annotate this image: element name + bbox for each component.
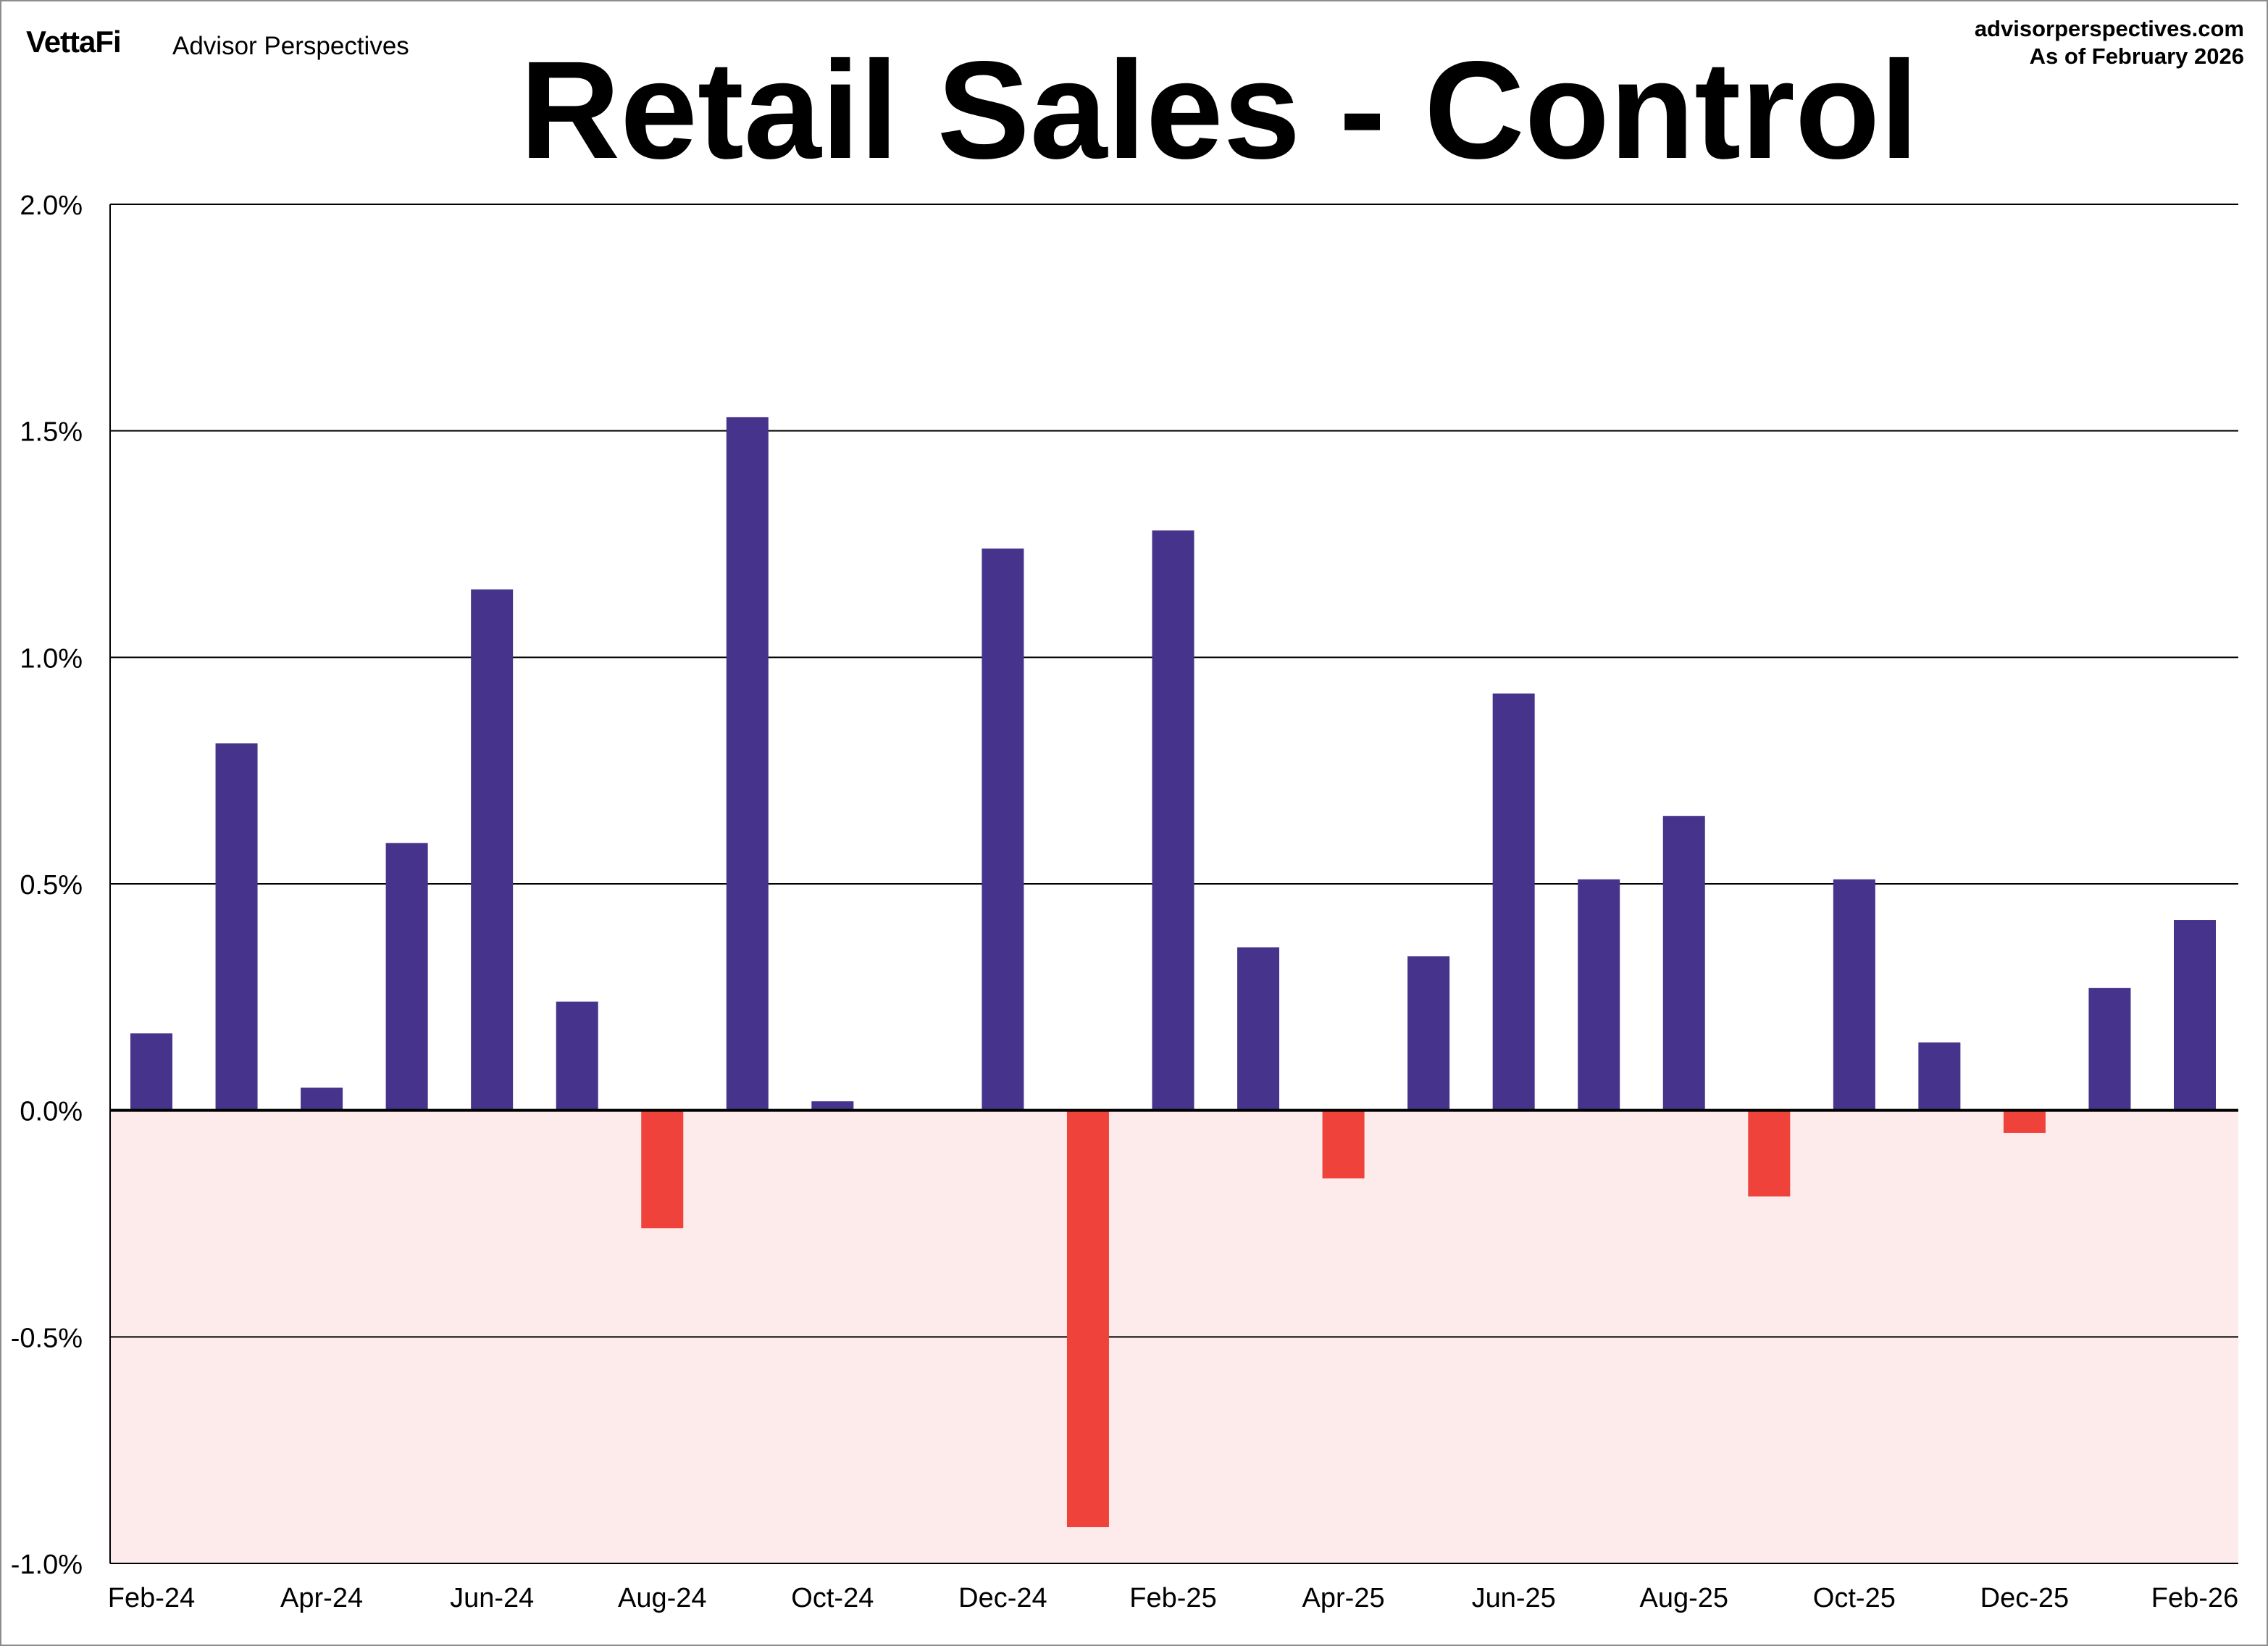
bar-mar-24 [215, 743, 258, 1111]
bar-feb-26 [2174, 920, 2216, 1111]
x-tick-label: Jun-24 [450, 1583, 534, 1613]
bar-may-25 [1407, 956, 1450, 1111]
y-tick-label: -1.0% [11, 1550, 83, 1580]
bar-oct-24 [811, 1101, 854, 1111]
x-tick-label: Aug-25 [1639, 1583, 1728, 1613]
x-tick-label: Feb-25 [1129, 1583, 1216, 1613]
y-tick-label: 1.5% [20, 417, 83, 448]
x-tick-label: Apr-24 [280, 1583, 363, 1613]
bar-feb-24 [130, 1033, 172, 1111]
x-tick-label: Feb-24 [108, 1583, 195, 1613]
chart-title: Retail Sales - Control [519, 32, 1918, 188]
bar-jan-25 [1066, 1110, 1109, 1527]
bar-apr-24 [301, 1087, 343, 1111]
x-tick-label: Oct-24 [791, 1583, 874, 1613]
bar-may-24 [385, 843, 428, 1111]
x-tick-label: Dec-25 [1980, 1583, 2070, 1613]
x-tick-label: Aug-24 [618, 1583, 707, 1613]
x-tick-label: Jun-25 [1472, 1583, 1556, 1613]
bar-apr-25 [1322, 1110, 1365, 1179]
bar-sep-24 [726, 417, 769, 1111]
bar-jul-24 [556, 1001, 598, 1111]
x-tick-label: Dec-24 [958, 1583, 1047, 1613]
brand-name: Advisor Perspectives [172, 32, 409, 60]
y-tick-label: -0.5% [11, 1323, 83, 1353]
bar-nov-25 [1918, 1042, 1961, 1111]
bar-aug-24 [641, 1110, 684, 1229]
x-tick-label: Apr-25 [1302, 1583, 1385, 1613]
bar-feb-25 [1152, 530, 1194, 1111]
x-axis-labels: Feb-24 Apr-24 Jun-24 Aug-24 Oct-24 Dec-24 Feb-… [108, 1583, 2238, 1613]
bar-jul-25 [1578, 879, 1620, 1111]
bar-jun-25 [1492, 693, 1535, 1111]
bar-sep-25 [1748, 1110, 1791, 1197]
bar-jun-24 [471, 589, 514, 1111]
bars-layer [130, 417, 2216, 1527]
y-tick-label: 2.0% [20, 191, 83, 221]
source-date: As of February 2026 [2030, 43, 2244, 69]
y-tick-label: 1.0% [20, 643, 83, 674]
y-axis-labels: 2.0% 1.5% 1.0% 0.5% 0.0% -0.5% -1.0% [11, 191, 83, 1580]
bar-aug-25 [1662, 816, 1705, 1111]
y-tick-label: 0.0% [20, 1097, 83, 1127]
x-tick-label: Feb-26 [2151, 1583, 2238, 1613]
y-tick-label: 0.5% [20, 870, 83, 901]
bar-jan-26 [2088, 987, 2131, 1111]
bar-oct-25 [1833, 879, 1875, 1111]
x-tick-label: Oct-25 [1813, 1583, 1896, 1613]
bar-dec-25 [2003, 1110, 2046, 1133]
bar-dec-24 [982, 548, 1024, 1111]
bar-mar-25 [1237, 947, 1280, 1111]
vettafi-logo: VettaFi [26, 25, 121, 59]
source-site: advisorperspectives.com [1975, 16, 2244, 41]
